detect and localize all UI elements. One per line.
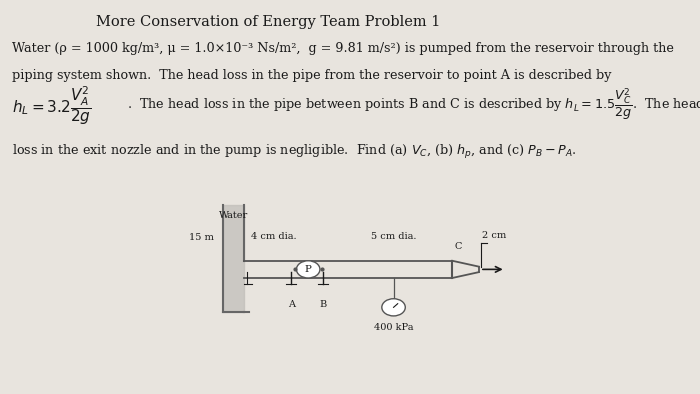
Text: Water: Water	[219, 211, 248, 220]
Text: 5 cm dia.: 5 cm dia.	[371, 232, 416, 241]
Circle shape	[296, 261, 320, 278]
Text: C: C	[455, 242, 462, 251]
Bar	[223, 205, 244, 312]
Text: loss in the exit nozzle and in the pump is negligible.  Find (a) $V_C$, (b) $h_p: loss in the exit nozzle and in the pump …	[12, 143, 577, 161]
Circle shape	[382, 299, 405, 316]
Text: 4 cm dia.: 4 cm dia.	[251, 232, 296, 241]
Text: Water (ρ = 1000 kg/m³, μ = 1.0×10⁻³ Ns/m²,  g = 9.81 m/s²) is pumped from the re: Water (ρ = 1000 kg/m³, μ = 1.0×10⁻³ Ns/m…	[12, 43, 674, 56]
Text: .  The head loss in the pipe between points B and C is described by $h_L = 1.5\d: . The head loss in the pipe between poin…	[127, 87, 700, 123]
Text: 400 kPa: 400 kPa	[374, 323, 413, 332]
Text: More Conservation of Energy Team Problem 1: More Conservation of Energy Team Problem…	[96, 15, 440, 29]
Text: A: A	[288, 299, 295, 309]
Text: $h_L = 3.2\dfrac{V_A^2}{2g}$: $h_L = 3.2\dfrac{V_A^2}{2g}$	[12, 84, 92, 126]
Text: 2 cm: 2 cm	[482, 231, 506, 240]
Text: P: P	[304, 265, 312, 274]
Text: 15 m: 15 m	[189, 232, 214, 242]
Text: B: B	[319, 299, 327, 309]
Text: piping system shown.  The head loss in the pipe from the reservoir to point A is: piping system shown. The head loss in th…	[12, 69, 612, 82]
